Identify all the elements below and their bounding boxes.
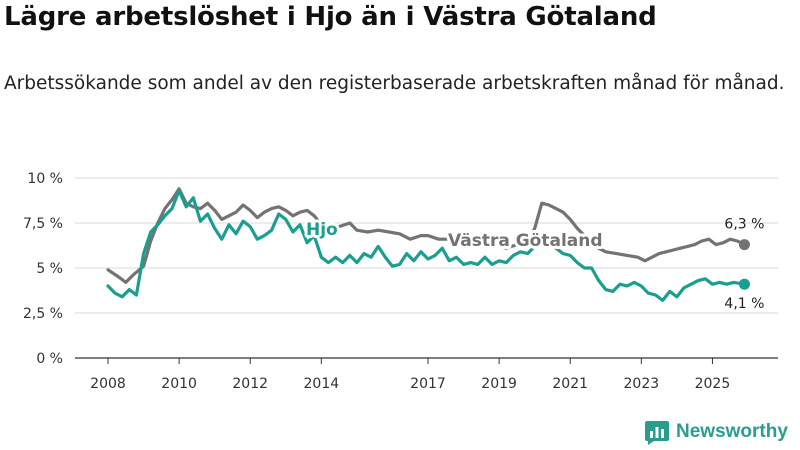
y-tick-label: 2,5 %	[23, 306, 63, 322]
x-tick-label: 2010	[161, 376, 197, 392]
x-tick-label: 2019	[481, 376, 517, 392]
end-point-vastra-gotaland	[738, 239, 750, 251]
series-line-vastra-gotaland	[106, 187, 747, 284]
end-label-hjo: 4,1 %	[724, 296, 764, 312]
y-tick-label: 10 %	[27, 171, 63, 187]
x-tick-label: 2017	[410, 376, 446, 392]
newsworthy-logo: Newsworthy	[644, 419, 788, 445]
series-label-vastra-gotaland: Västra Götaland	[448, 231, 603, 251]
series-line-hjo	[106, 189, 747, 302]
x-tick-label: 2025	[695, 376, 731, 392]
series-label-hjo: Hjo	[306, 220, 338, 240]
bar-chart-icon	[645, 421, 669, 445]
end-label-vastra-gotaland: 6,3 %	[724, 217, 764, 233]
x-tick-label: 2008	[90, 376, 126, 392]
chart-subtitle: Arbetssökande som andel av den registerb…	[4, 73, 785, 94]
end-point-hjo	[738, 278, 750, 290]
y-tick-label: 7,5 %	[23, 216, 63, 232]
chart-title: Lägre arbetslöshet i Hjo än i Västra Göt…	[4, 2, 657, 32]
y-tick-label: 5 %	[36, 261, 63, 277]
x-tick-label: 2021	[552, 376, 588, 392]
brand-name: Newsworthy	[676, 421, 788, 442]
x-tick-label: 2023	[624, 376, 660, 392]
y-tick-label: 0 %	[36, 351, 63, 367]
x-tick-label: 2012	[232, 376, 268, 392]
x-tick-label: 2014	[304, 376, 340, 392]
